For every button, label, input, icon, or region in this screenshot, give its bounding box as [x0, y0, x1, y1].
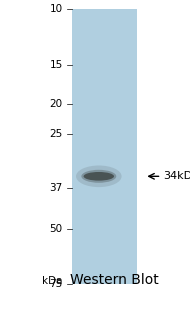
Text: 10: 10: [50, 4, 63, 14]
Ellipse shape: [81, 170, 116, 183]
Text: 20: 20: [50, 99, 63, 109]
Text: 75: 75: [49, 279, 63, 289]
Text: 37: 37: [49, 183, 63, 193]
Text: 15: 15: [49, 60, 63, 70]
Text: 50: 50: [50, 224, 63, 234]
Text: 25: 25: [49, 129, 63, 139]
Ellipse shape: [84, 172, 114, 181]
Text: 34kDa: 34kDa: [163, 171, 190, 181]
Text: Western Blot: Western Blot: [70, 273, 158, 287]
Ellipse shape: [76, 166, 122, 187]
FancyBboxPatch shape: [72, 9, 137, 284]
Text: kDa: kDa: [42, 276, 63, 286]
